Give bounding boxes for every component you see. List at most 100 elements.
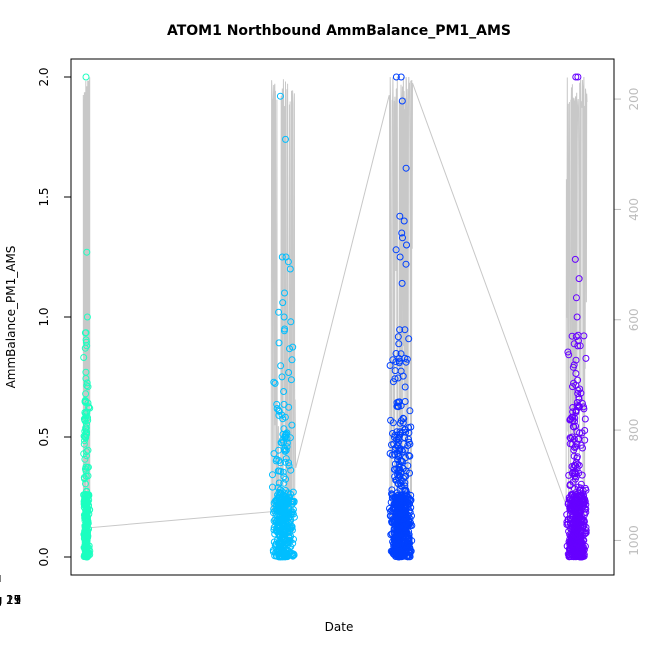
data-point xyxy=(404,516,412,524)
data-point xyxy=(394,435,402,443)
data-point xyxy=(271,516,279,524)
data-point xyxy=(279,415,287,423)
data-point xyxy=(287,466,295,474)
data-point xyxy=(282,446,290,454)
data-point xyxy=(82,544,89,552)
data-point xyxy=(290,551,298,559)
data-point xyxy=(405,438,413,446)
data-point xyxy=(400,522,408,530)
data-point xyxy=(279,299,287,307)
data-point xyxy=(569,408,577,416)
x-tick-label: Aug 21 xyxy=(0,593,21,607)
data-point xyxy=(391,504,399,512)
y-tick-label: 0.5 xyxy=(37,427,51,446)
data-point xyxy=(83,342,91,350)
data-point xyxy=(278,253,286,261)
data-point xyxy=(405,531,413,539)
data-point xyxy=(398,499,406,507)
data-point xyxy=(572,408,580,416)
data-point xyxy=(278,411,286,419)
chart-title: ATOM1 Northbound AmmBalance_PM1_AMS xyxy=(167,23,511,39)
data-point xyxy=(269,471,276,479)
data-point xyxy=(404,539,412,547)
data-point xyxy=(270,378,278,386)
data-point xyxy=(570,525,577,533)
data-point xyxy=(281,458,289,466)
data-point xyxy=(281,447,289,455)
data-point xyxy=(572,502,580,510)
data-point xyxy=(285,462,293,470)
data-point xyxy=(81,329,89,337)
data-point xyxy=(569,531,577,539)
data-point xyxy=(575,403,583,411)
data-point xyxy=(276,92,284,100)
data-point xyxy=(396,253,404,261)
data-point xyxy=(83,520,91,528)
data-point xyxy=(400,538,408,546)
data-point xyxy=(279,436,287,444)
data-point xyxy=(391,500,399,508)
data-point xyxy=(277,504,285,512)
data-point xyxy=(569,478,577,486)
data-point xyxy=(275,446,283,454)
data-point xyxy=(397,479,405,487)
data-point xyxy=(577,508,585,516)
data-point xyxy=(569,383,576,391)
data-point xyxy=(570,379,578,387)
data-point xyxy=(282,455,290,463)
data-point xyxy=(569,404,577,411)
data-point xyxy=(566,434,574,442)
data-point xyxy=(582,508,590,516)
data-point xyxy=(580,403,587,411)
data-point xyxy=(402,467,410,475)
right-tick-label: 800 xyxy=(627,419,641,442)
data-point xyxy=(401,446,409,454)
data-point xyxy=(572,356,580,364)
y-tick-label: 1.0 xyxy=(37,307,51,326)
data-point xyxy=(81,475,88,483)
data-point xyxy=(565,496,573,504)
data-point xyxy=(395,431,403,439)
data-point xyxy=(571,417,578,425)
data-point xyxy=(578,429,586,437)
data-point xyxy=(573,526,580,534)
data-point xyxy=(83,382,91,390)
data-point xyxy=(392,246,400,254)
data-point xyxy=(568,463,576,470)
data-point xyxy=(281,289,288,297)
data-point xyxy=(81,433,89,441)
data-point xyxy=(285,459,293,467)
data-point xyxy=(568,332,576,340)
data-point xyxy=(401,524,409,532)
data-point xyxy=(401,425,409,433)
data-point xyxy=(392,350,400,357)
data-point xyxy=(573,428,581,436)
data-point xyxy=(386,450,394,457)
data-point xyxy=(288,421,296,429)
data-point xyxy=(282,430,290,438)
data-point xyxy=(574,390,582,397)
y-tick-label: 0.0 xyxy=(37,547,51,566)
data-point xyxy=(573,313,581,321)
data-point xyxy=(564,515,572,523)
data-point xyxy=(398,279,406,287)
data-point xyxy=(566,531,574,539)
data-point xyxy=(405,335,413,343)
data-point xyxy=(570,452,578,460)
data-point xyxy=(396,326,404,334)
x-tick-label: Aug 15 xyxy=(0,593,21,607)
data-point xyxy=(81,551,89,559)
data-point xyxy=(396,514,404,522)
data-point xyxy=(573,440,581,448)
data-point xyxy=(398,229,406,237)
data-point xyxy=(272,457,280,465)
data-point xyxy=(271,497,279,505)
data-point xyxy=(283,501,291,508)
data-point xyxy=(405,452,413,459)
data-point xyxy=(572,370,580,377)
data-point xyxy=(275,308,283,316)
data-point xyxy=(83,535,90,543)
data-point xyxy=(574,537,582,545)
data-point xyxy=(395,355,403,362)
